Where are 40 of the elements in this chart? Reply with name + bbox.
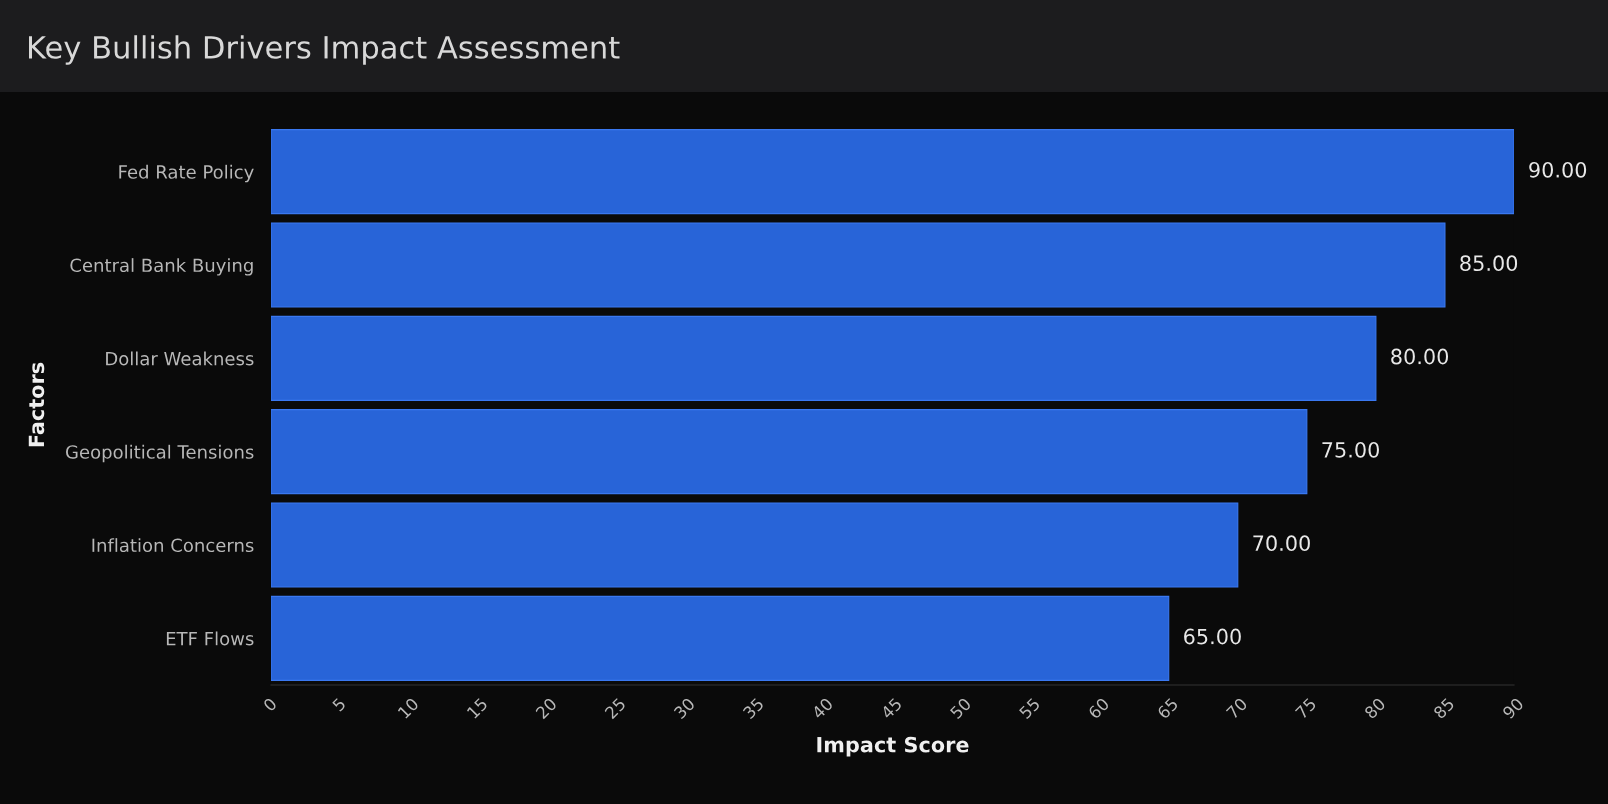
x-tick-label: 15 bbox=[466, 697, 489, 719]
bar bbox=[271, 315, 1377, 401]
data-label: 70.00 bbox=[1253, 535, 1310, 552]
data-label: 85.00 bbox=[1460, 255, 1518, 272]
y-tick-label: Inflation Concerns bbox=[92, 538, 254, 553]
x-tick-label: 30 bbox=[673, 697, 696, 720]
x-tick-label: 25 bbox=[604, 697, 627, 720]
data-label: 90.00 bbox=[1529, 161, 1587, 178]
y-tick-label: Fed Rate Policy bbox=[119, 164, 254, 183]
data-label: 75.00 bbox=[1322, 441, 1379, 458]
x-tick-label: 90 bbox=[1501, 697, 1525, 720]
x-tick-label: 10 bbox=[397, 697, 420, 719]
x-tick-label: 70 bbox=[1225, 697, 1248, 720]
bar bbox=[271, 502, 1239, 588]
y-tick-label: ETF Flows bbox=[166, 631, 254, 646]
x-tick-label: 85 bbox=[1432, 697, 1455, 720]
x-tick-label: 75 bbox=[1294, 697, 1317, 720]
y-tick-label: Central Bank Buying bbox=[70, 258, 253, 276]
x-tick-label: 0 bbox=[262, 697, 278, 712]
x-tick-label: 45 bbox=[880, 697, 903, 720]
x-tick-label: 60 bbox=[1087, 697, 1110, 720]
data-label: 80.00 bbox=[1391, 348, 1449, 365]
y-tick-label: Geopolitical Tensions bbox=[65, 444, 254, 463]
x-tick-label: 40 bbox=[811, 697, 834, 720]
bar bbox=[271, 409, 1308, 495]
bar bbox=[271, 595, 1170, 681]
x-tick-label: 20 bbox=[535, 697, 558, 720]
bar bbox=[271, 129, 1514, 215]
x-tick-label: 65 bbox=[1156, 697, 1179, 720]
bar bbox=[271, 222, 1446, 308]
x-axis-title: Impact Score bbox=[817, 736, 969, 757]
x-tick-label: 55 bbox=[1018, 697, 1041, 720]
x-tick-label: 5 bbox=[331, 697, 347, 712]
x-tick-label: 35 bbox=[742, 697, 765, 720]
data-label: 65.00 bbox=[1184, 628, 1241, 645]
y-tick-label: Dollar Weakness bbox=[106, 351, 254, 366]
chart-title: Key Bullish Drivers Impact Assessment bbox=[29, 35, 620, 65]
x-tick-label: 50 bbox=[949, 697, 972, 720]
x-tick-label: 80 bbox=[1363, 697, 1387, 720]
y-axis-title: Factors bbox=[28, 362, 45, 447]
